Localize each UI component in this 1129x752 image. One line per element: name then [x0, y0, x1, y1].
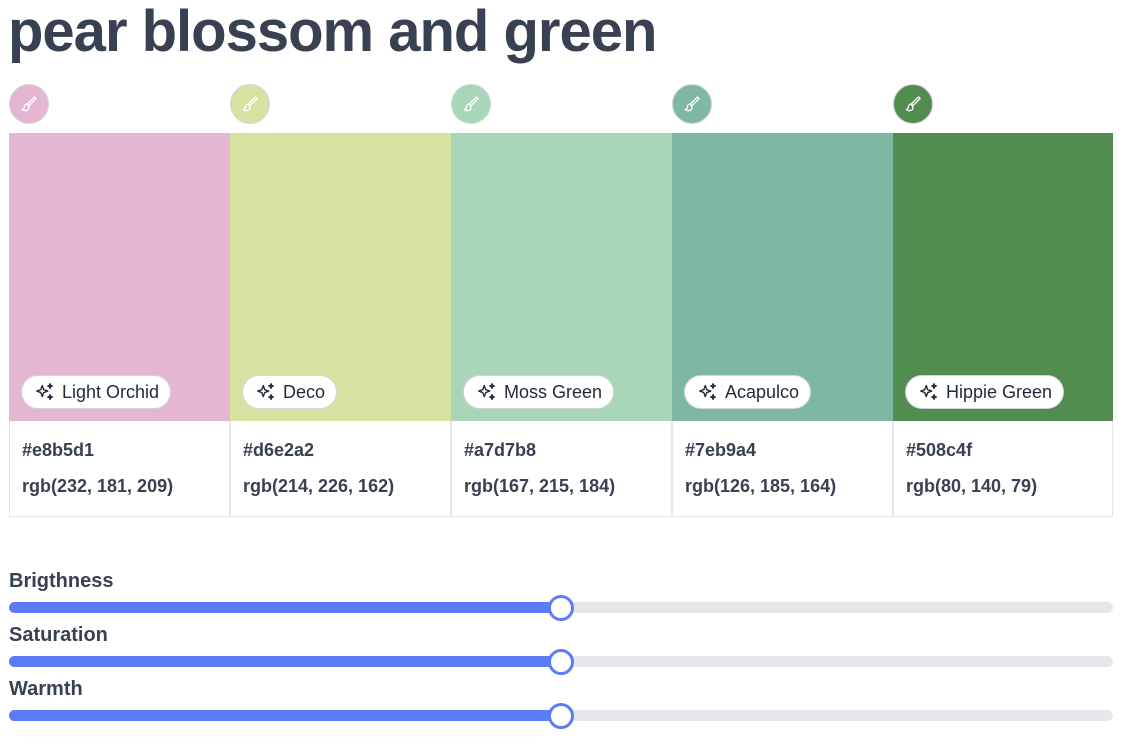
- slider-fill: [9, 710, 561, 721]
- sparkles-icon: [257, 383, 275, 401]
- adjustment-sliders: Brigthness Saturation Warmth: [9, 568, 1113, 730]
- paint-brush-icon: [684, 96, 700, 112]
- palette: Light Orchid #e8b5d1 rgb(232, 181, 209) …: [9, 84, 1113, 517]
- color-name-button[interactable]: Deco: [242, 375, 338, 409]
- slider-thumb[interactable]: [548, 594, 574, 621]
- sparkles-icon: [36, 383, 54, 401]
- hex-value[interactable]: #e8b5d1: [22, 440, 95, 460]
- color-name-button[interactable]: Hippie Green: [905, 375, 1065, 409]
- sparkles-icon: [478, 383, 496, 401]
- color-column: Hippie Green #508c4f rgb(80, 140, 79): [893, 84, 1113, 517]
- color-info: #508c4f rgb(80, 140, 79): [893, 421, 1113, 517]
- page-title: pear blossom and green: [8, 0, 657, 64]
- color-info: #7eb9a4 rgb(126, 185, 164): [672, 421, 893, 517]
- paint-brush-button[interactable]: [451, 84, 491, 124]
- hex-value[interactable]: #508c4f: [906, 440, 973, 460]
- saturation-slider[interactable]: [9, 648, 1113, 675]
- brightness-slider-row: Brigthness: [9, 568, 1113, 622]
- saturation-slider-row: Saturation: [9, 622, 1113, 676]
- sparkles-icon: [920, 383, 938, 401]
- color-name-button[interactable]: Moss Green: [463, 375, 615, 409]
- color-swatch[interactable]: Deco: [230, 133, 451, 421]
- warmth-slider-row: Warmth: [9, 676, 1113, 730]
- paint-brush-button[interactable]: [893, 84, 933, 124]
- warmth-label: Warmth: [9, 678, 83, 700]
- hex-value[interactable]: #7eb9a4: [685, 440, 757, 460]
- paint-brush-icon: [905, 96, 921, 112]
- warmth-slider[interactable]: [9, 702, 1113, 729]
- hex-value[interactable]: #a7d7b8: [464, 440, 537, 460]
- color-name: Light Orchid: [62, 381, 160, 402]
- saturation-label: Saturation: [9, 624, 108, 646]
- color-swatch[interactable]: Acapulco: [672, 133, 893, 421]
- brightness-slider[interactable]: [9, 594, 1113, 621]
- slider-fill: [9, 602, 561, 613]
- paint-brush-icon: [242, 96, 258, 112]
- color-column: Deco #d6e2a2 rgb(214, 226, 162): [230, 84, 451, 517]
- color-column: Moss Green #a7d7b8 rgb(167, 215, 184): [451, 84, 672, 517]
- slider-thumb[interactable]: [548, 702, 574, 729]
- rgb-value[interactable]: rgb(80, 140, 79): [906, 476, 1038, 496]
- paint-brush-button[interactable]: [230, 84, 270, 124]
- slider-thumb[interactable]: [548, 648, 574, 675]
- color-info: #e8b5d1 rgb(232, 181, 209): [9, 421, 230, 517]
- paint-brush-button[interactable]: [672, 84, 712, 124]
- paint-brush-icon: [463, 96, 479, 112]
- brightness-label: Brigthness: [9, 570, 114, 592]
- color-swatch[interactable]: Hippie Green: [893, 133, 1113, 421]
- rgb-value[interactable]: rgb(126, 185, 164): [685, 476, 837, 496]
- color-name: Acapulco: [725, 381, 800, 402]
- color-info: #d6e2a2 rgb(214, 226, 162): [230, 421, 451, 517]
- color-swatch[interactable]: Light Orchid: [9, 133, 230, 421]
- slider-fill: [9, 656, 561, 667]
- paint-brush-icon: [21, 96, 37, 112]
- rgb-value[interactable]: rgb(232, 181, 209): [22, 476, 174, 496]
- hex-value[interactable]: #d6e2a2: [243, 440, 315, 460]
- paint-brush-button[interactable]: [9, 84, 49, 124]
- color-name: Deco: [283, 381, 326, 402]
- color-info: #a7d7b8 rgb(167, 215, 184): [451, 421, 672, 517]
- rgb-value[interactable]: rgb(214, 226, 162): [243, 476, 395, 496]
- color-swatch[interactable]: Moss Green: [451, 133, 672, 421]
- color-name-button[interactable]: Acapulco: [684, 375, 812, 409]
- color-column: Light Orchid #e8b5d1 rgb(232, 181, 209): [9, 84, 230, 517]
- color-name-button[interactable]: Light Orchid: [21, 375, 172, 409]
- rgb-value[interactable]: rgb(167, 215, 184): [464, 476, 616, 496]
- color-name: Moss Green: [504, 381, 603, 402]
- color-column: Acapulco #7eb9a4 rgb(126, 185, 164): [672, 84, 893, 517]
- color-name: Hippie Green: [946, 381, 1053, 402]
- sparkles-icon: [699, 383, 717, 401]
